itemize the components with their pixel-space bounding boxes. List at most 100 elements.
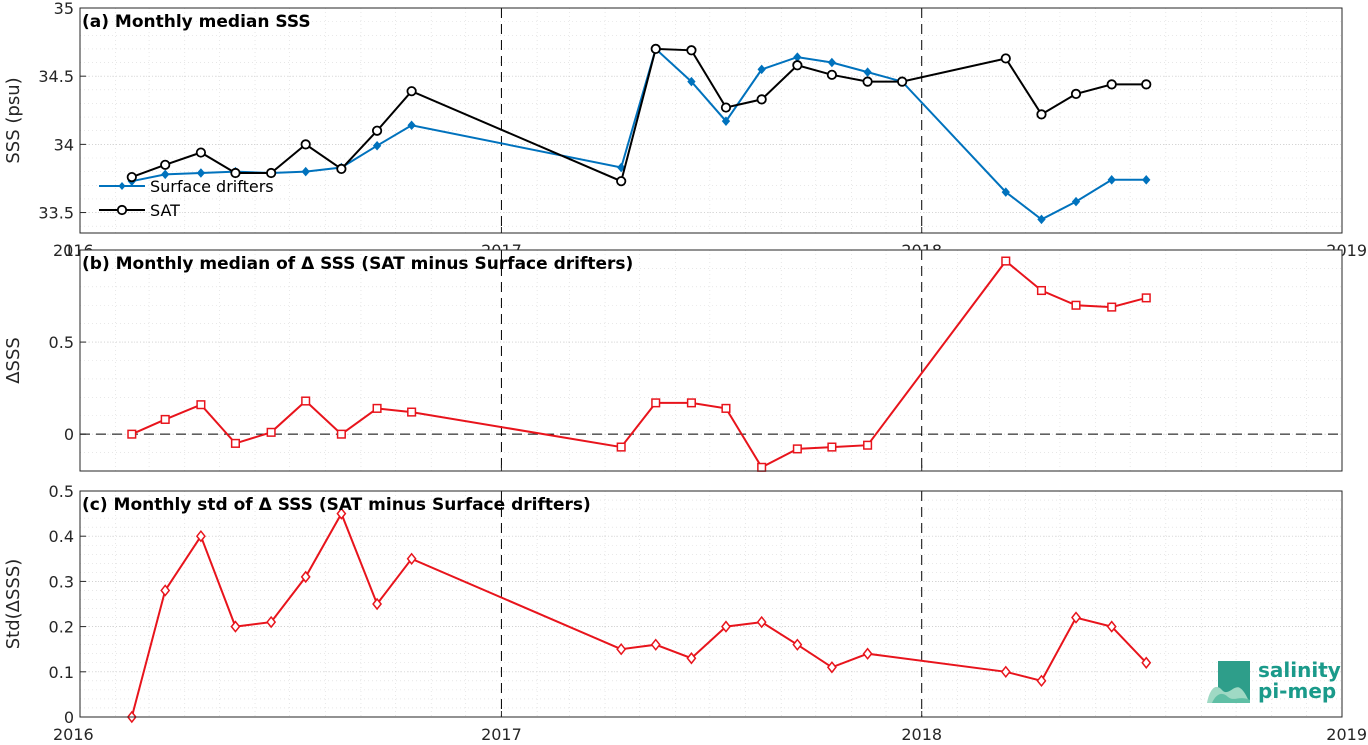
panel-title: (c) Monthly std of Δ SSS (SAT minus Surf… <box>82 495 591 515</box>
plot-area <box>80 8 1342 233</box>
data-point <box>160 584 171 597</box>
data-point <box>371 125 383 136</box>
data-point <box>756 615 767 629</box>
panel-2: 0 0.5 1 (b) Monthly median of Δ SSS (SAT mi… <box>3 241 1343 472</box>
series-line <box>130 511 1148 718</box>
data-point <box>650 638 661 651</box>
data-point <box>863 67 872 77</box>
data-point <box>721 620 731 633</box>
data-point <box>407 120 416 131</box>
data-point <box>300 139 311 150</box>
y-tick-label: 0.2 <box>49 618 74 637</box>
y-tick-label: 0.5 <box>49 333 74 352</box>
logo-mark-icon <box>1207 661 1250 703</box>
data-point <box>827 442 837 452</box>
data-point <box>372 140 382 151</box>
data-point <box>1141 79 1152 90</box>
data-point <box>406 86 417 97</box>
data-point <box>686 652 697 665</box>
data-point <box>792 444 802 454</box>
data-point <box>1070 88 1082 100</box>
data-point <box>616 442 626 452</box>
data-point <box>1141 293 1151 303</box>
data-point <box>721 116 731 126</box>
plot-frame <box>79 249 1343 472</box>
data-point <box>686 398 696 408</box>
y-tick-label: 0.3 <box>49 572 74 591</box>
data-point <box>1071 300 1081 310</box>
data-point <box>651 398 661 408</box>
data-point <box>160 414 170 424</box>
data-point <box>266 427 276 437</box>
y-tick-label: 0 <box>64 708 74 727</box>
panel-title: (a) Monthly median SSS <box>82 12 311 32</box>
data-point <box>757 462 767 472</box>
y-axis-label: SSS (psu) <box>3 77 24 163</box>
y-tick-label: 0.1 <box>49 663 74 682</box>
data-point <box>827 57 837 68</box>
data-point <box>1036 109 1047 120</box>
data-point <box>1107 302 1117 312</box>
y-tick-label: 34 <box>54 135 74 154</box>
data-point <box>617 162 626 173</box>
data-point <box>1106 620 1117 633</box>
data-point <box>792 60 803 71</box>
data-point <box>196 400 206 410</box>
data-point <box>720 102 732 113</box>
y-tick-label: 33.5 <box>38 204 74 223</box>
data-point <box>407 407 417 417</box>
data-point <box>687 76 696 87</box>
data-point <box>757 64 766 75</box>
data-point <box>300 570 311 584</box>
data-point <box>1000 53 1011 64</box>
data-point <box>336 163 347 175</box>
data-point <box>1037 214 1046 225</box>
data-point <box>301 166 310 177</box>
data-point <box>756 94 767 105</box>
data-point <box>1036 285 1047 296</box>
data-point <box>1142 175 1151 185</box>
x-tick-label: 2017 <box>481 725 522 744</box>
y-tick-label: 1 <box>64 241 74 260</box>
y-tick-label: 0.4 <box>49 527 74 546</box>
data-point <box>863 440 873 450</box>
salinity-pi-mep-logo: salinity pi-mep <box>1207 658 1341 703</box>
data-point <box>1106 79 1117 90</box>
data-point <box>301 396 311 406</box>
series-1-group <box>126 507 1152 724</box>
plot-area <box>80 491 1342 717</box>
data-point <box>336 507 347 520</box>
data-point <box>1001 256 1011 266</box>
data-point <box>650 43 661 55</box>
data-point <box>1000 665 1011 679</box>
series-1-group <box>127 256 1151 472</box>
data-point <box>161 169 170 180</box>
data-point <box>372 597 383 611</box>
data-point <box>230 438 240 448</box>
data-point <box>266 167 277 179</box>
y-axis-label: ΔSSS <box>3 337 24 384</box>
data-point <box>195 147 207 158</box>
legend: Surface drifters SAT <box>99 177 274 220</box>
data-point <box>372 403 382 413</box>
data-point <box>406 552 417 566</box>
data-point <box>686 45 697 56</box>
data-point <box>126 171 137 183</box>
data-point <box>1071 196 1081 207</box>
legend-label-drifters: Surface drifters <box>150 177 274 196</box>
series-2-group <box>126 43 1152 187</box>
data-point <box>826 661 837 674</box>
data-point <box>826 69 838 80</box>
series-line <box>131 259 1147 469</box>
panel-title: (b) Monthly median of Δ SSS (SAT minus S… <box>82 254 633 274</box>
y-tick-label: 35 <box>54 0 74 18</box>
data-point <box>1071 611 1081 624</box>
plot-frame <box>79 7 1343 234</box>
y-tick-label: 0 <box>64 425 74 444</box>
logo-text-line2: pi-mep <box>1258 679 1336 703</box>
data-point <box>230 167 241 179</box>
legend-marker-sat <box>116 204 128 216</box>
legend-marker-drifters <box>118 182 126 190</box>
legend-label-sat: SAT <box>150 201 180 220</box>
